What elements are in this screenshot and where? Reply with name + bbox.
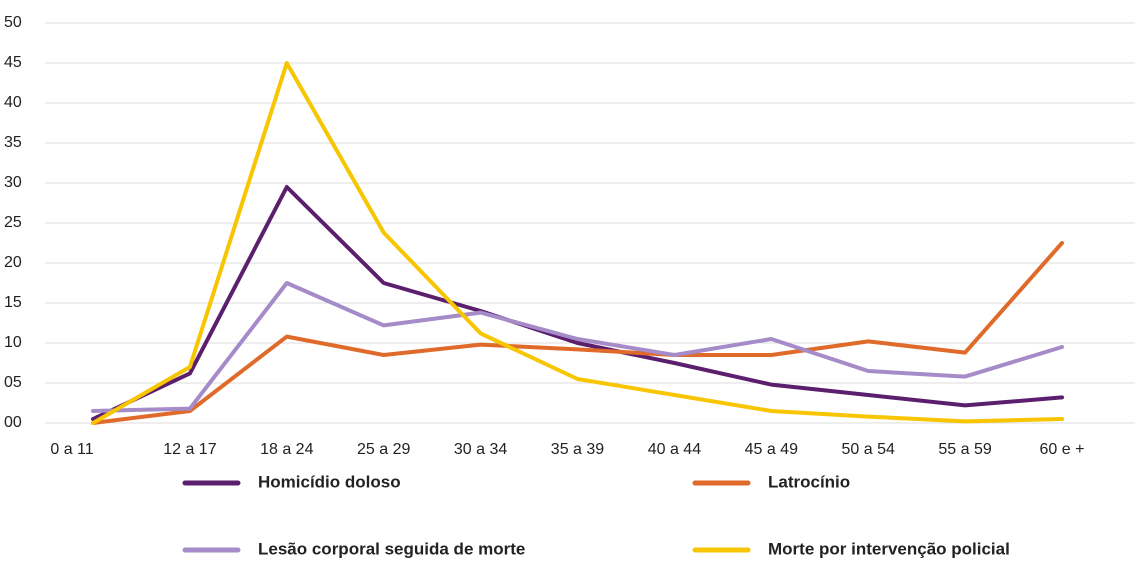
y-tick-label: 40 xyxy=(4,94,22,111)
y-tick-label: 15 xyxy=(4,294,22,311)
y-tick-label: 50 xyxy=(4,14,22,31)
x-tick-label: 45 a 49 xyxy=(745,441,798,458)
y-tick-label: 00 xyxy=(4,414,22,431)
series-line xyxy=(91,281,1064,413)
x-tick-label: 0 a 11 xyxy=(50,441,93,458)
y-tick-label: 35 xyxy=(4,134,22,151)
x-tick-label: 50 a 54 xyxy=(842,441,895,458)
x-tick-label: 18 a 24 xyxy=(260,441,313,458)
series-line xyxy=(91,185,1064,421)
x-tick-label: 55 a 59 xyxy=(938,441,991,458)
y-tick-label: 20 xyxy=(4,254,22,271)
y-tick-label: 10 xyxy=(4,334,22,351)
legend-label: Lesão corporal seguida de morte xyxy=(258,539,525,558)
y-tick-label: 05 xyxy=(4,374,22,391)
x-tick-label: 35 a 39 xyxy=(551,441,604,458)
legend-label: Morte por intervenção policial xyxy=(768,539,1010,558)
legend-label: Latrocínio xyxy=(768,472,850,491)
x-tick-label: 40 a 44 xyxy=(648,441,701,458)
series-line xyxy=(91,61,1064,425)
legend-label: Homicídio doloso xyxy=(258,472,401,491)
y-tick-label: 45 xyxy=(4,54,22,71)
x-tick-label: 25 a 29 xyxy=(357,441,410,458)
y-tick-label: 25 xyxy=(4,214,22,231)
series-line xyxy=(91,241,1064,425)
y-tick-label: 30 xyxy=(4,174,22,191)
x-tick-label: 12 a 17 xyxy=(163,441,216,458)
x-tick-label: 30 a 34 xyxy=(454,441,507,458)
x-tick-label: 60 e + xyxy=(1040,441,1085,458)
